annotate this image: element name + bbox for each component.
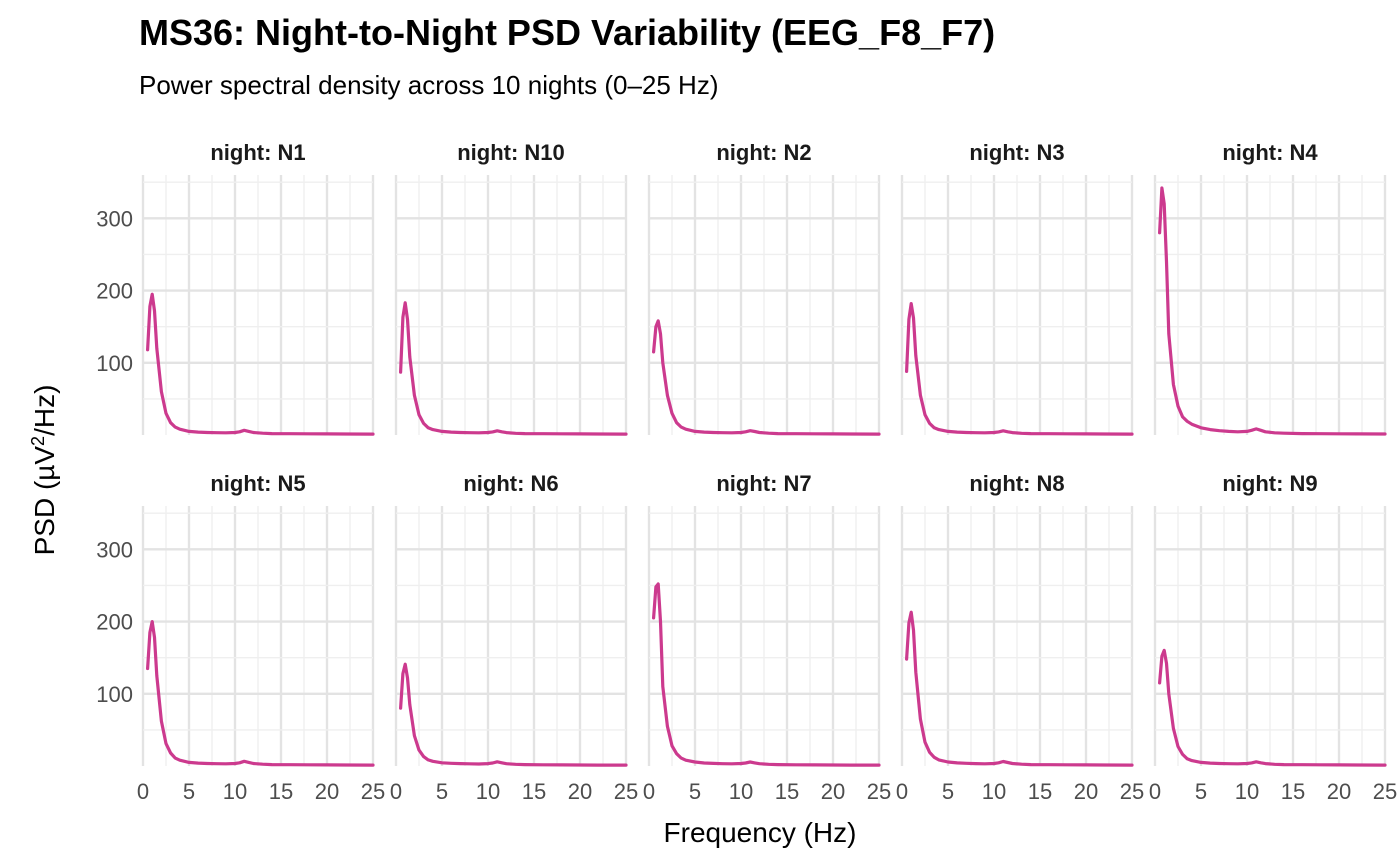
x-tick-label: 5 <box>436 779 448 804</box>
x-tick-label: 5 <box>942 779 954 804</box>
x-tick-label: 5 <box>183 779 195 804</box>
x-tick-label: 10 <box>476 779 500 804</box>
facet-strip-label: night: N6 <box>463 471 558 496</box>
panel-n1: night: N1 <box>141 140 375 436</box>
x-tick-label: 5 <box>1195 779 1207 804</box>
series-line-n2 <box>651 319 881 436</box>
y-tick-labels: 100 200 300 100 200 300 <box>96 206 133 706</box>
chart-title: MS36: Night-to-Night PSD Variability (EE… <box>139 12 996 53</box>
y-tick-label: 100 <box>96 351 133 376</box>
x-tick-label: 20 <box>821 779 845 804</box>
x-tick-label: 15 <box>269 779 293 804</box>
y-tick-label: 200 <box>96 610 133 635</box>
y-tick-label: 300 <box>96 206 133 231</box>
y-tick-label: 200 <box>96 279 133 304</box>
x-tick-label: 10 <box>1235 779 1259 804</box>
x-tick-labels: 0 5 10 15 20 25 0 5 10 15 20 25 0 5 10 15 20 25 0 5 10 15 20 25… <box>137 779 1397 804</box>
panel-n3: night: N3 <box>900 140 1134 436</box>
panel-n7: night: N7 <box>647 471 881 767</box>
facet-strip-label: night: N5 <box>210 471 305 496</box>
x-tick-label: 15 <box>1028 779 1052 804</box>
panel-n4: night: N4 <box>1153 140 1387 436</box>
series-line-n6 <box>399 662 628 767</box>
series-line-n4 <box>1157 186 1387 436</box>
x-tick-label: 10 <box>729 779 753 804</box>
facet-strip-label: night: N9 <box>1222 471 1317 496</box>
x-tick-label: 0 <box>896 779 908 804</box>
facet-strip-label: night: N3 <box>969 140 1064 165</box>
panel-n8: night: N8 <box>900 471 1134 767</box>
series-line-n10 <box>399 301 628 436</box>
x-tick-label: 25 <box>614 779 638 804</box>
panel-n2: night: N2 <box>647 140 881 436</box>
facet-strip-label: night: N10 <box>457 140 565 165</box>
facet-strip-label: night: N8 <box>969 471 1064 496</box>
x-axis-title: Frequency (Hz) <box>664 817 857 848</box>
series-line-n3 <box>904 302 1134 436</box>
x-tick-label: 25 <box>361 779 385 804</box>
facet-strip-label: night: N7 <box>716 471 811 496</box>
panel-n9: night: N9 <box>1153 471 1387 767</box>
series-line-n7 <box>651 582 881 767</box>
x-tick-label: 20 <box>568 779 592 804</box>
x-tick-label: 10 <box>982 779 1006 804</box>
panel-n5: night: N5 <box>141 471 375 767</box>
x-tick-label: 0 <box>1149 779 1161 804</box>
x-tick-label: 10 <box>223 779 247 804</box>
x-tick-label: 0 <box>643 779 655 804</box>
y-axis-title: PSD (µV2/Hz) <box>28 385 60 556</box>
facet-strip-label: night: N2 <box>716 140 811 165</box>
chart-subtitle: Power spectral density across 10 nights … <box>139 70 719 100</box>
x-tick-label: 0 <box>137 779 149 804</box>
x-tick-label: 25 <box>1373 779 1397 804</box>
y-tick-label: 100 <box>96 682 133 707</box>
panels-layer: night: N1 night: N10 night: N2 night: N3 nig… <box>141 140 1387 767</box>
series-line-n5 <box>146 619 375 767</box>
x-tick-label: 5 <box>689 779 701 804</box>
series-line-n9 <box>1157 648 1387 767</box>
facet-strip-label: night: N4 <box>1222 140 1318 165</box>
facet-strip-label: night: N1 <box>210 140 305 165</box>
x-tick-label: 25 <box>867 779 891 804</box>
x-tick-label: 20 <box>1327 779 1351 804</box>
x-tick-label: 20 <box>1074 779 1098 804</box>
x-tick-label: 0 <box>390 779 402 804</box>
series-line-n1 <box>146 292 375 436</box>
x-tick-label: 20 <box>315 779 339 804</box>
x-tick-label: 15 <box>522 779 546 804</box>
panel-n10: night: N10 <box>394 140 628 436</box>
x-tick-label: 25 <box>1120 779 1144 804</box>
x-tick-label: 15 <box>1281 779 1305 804</box>
series-line-n8 <box>904 610 1134 767</box>
y-tick-label: 300 <box>96 537 133 562</box>
x-tick-label: 15 <box>775 779 799 804</box>
panel-n6: night: N6 <box>394 471 628 767</box>
